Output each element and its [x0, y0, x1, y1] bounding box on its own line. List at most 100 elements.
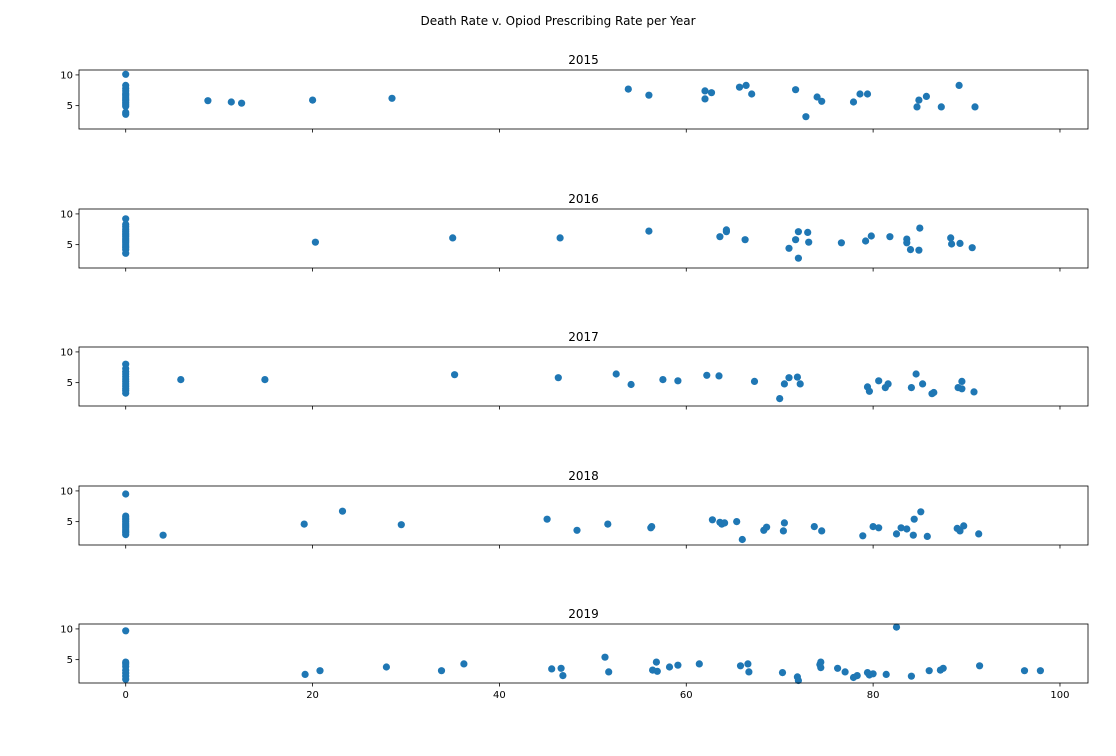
data-point	[703, 371, 711, 379]
y-tick-label: 5	[67, 101, 73, 112]
data-point	[736, 662, 745, 670]
data-point	[792, 236, 800, 244]
data-point	[204, 97, 212, 105]
data-point	[556, 234, 564, 242]
data-point	[919, 380, 927, 388]
x-tick-label: 60	[680, 690, 693, 701]
subplot-2016: 2016 5 10	[60, 192, 1089, 272]
data-point	[834, 664, 842, 672]
data-point	[793, 373, 802, 381]
data-point	[785, 244, 793, 252]
data-point	[955, 81, 963, 89]
data-point	[316, 667, 324, 675]
data-point	[460, 660, 468, 668]
data-point	[856, 90, 864, 98]
data-point	[818, 97, 826, 105]
figure-title: Death Rate v. Opiod Prescribing Rate per…	[420, 14, 695, 28]
data-point	[645, 91, 653, 99]
data-point	[261, 376, 269, 384]
y-tick-label: 5	[67, 378, 73, 389]
data-point	[882, 670, 890, 679]
data-point	[645, 227, 653, 235]
data-point	[810, 523, 818, 531]
data-point	[915, 96, 923, 104]
data-point	[970, 388, 978, 396]
data-point	[958, 385, 966, 393]
subplot-2018: 2018 5 10	[60, 469, 1089, 549]
data-point	[605, 668, 613, 676]
x-tick-label: 100	[1050, 690, 1069, 701]
data-point	[859, 532, 867, 540]
data-point	[909, 531, 917, 539]
y-tick-label: 5	[67, 655, 73, 666]
axes-frame	[78, 623, 1089, 684]
data-point	[543, 515, 551, 523]
data-point	[892, 623, 901, 631]
data-point	[708, 516, 717, 524]
data-point	[913, 103, 921, 111]
data-point	[930, 388, 938, 397]
data-point	[122, 627, 130, 635]
data-point	[956, 239, 964, 247]
data-point	[300, 520, 308, 528]
data-point	[601, 653, 609, 661]
data-point	[925, 667, 933, 675]
data-point	[122, 110, 130, 118]
data-point	[748, 90, 756, 98]
axes-frame	[78, 69, 1089, 130]
data-point	[875, 524, 883, 532]
x-tick-label: 80	[867, 690, 880, 701]
data-point	[338, 507, 347, 515]
data-point	[1036, 667, 1044, 675]
data-point	[976, 662, 984, 670]
data-point	[794, 254, 803, 262]
data-point	[388, 94, 396, 102]
subplot-title: 2016	[568, 192, 599, 206]
data-point	[796, 380, 804, 388]
subplot-title: 2018	[568, 469, 599, 483]
data-point	[715, 372, 723, 380]
subplot-title: 2015	[568, 53, 599, 67]
data-point	[947, 234, 955, 242]
x-tick-label: 0	[123, 690, 129, 701]
data-point	[227, 98, 235, 106]
data-point	[776, 395, 784, 403]
data-point	[674, 377, 682, 385]
data-point	[451, 371, 459, 379]
data-point	[122, 389, 130, 397]
data-point	[923, 532, 931, 541]
data-point	[907, 384, 916, 392]
subplot-2017: 2017 5 10	[60, 330, 1089, 410]
data-point	[837, 239, 846, 247]
data-point	[554, 374, 562, 382]
data-point	[382, 663, 390, 671]
data-point	[884, 380, 892, 388]
x-tick-label: 40	[493, 690, 506, 701]
data-point	[122, 249, 130, 257]
data-point	[238, 99, 246, 107]
data-point	[122, 215, 130, 223]
data-point	[903, 525, 911, 533]
axes-frame	[78, 208, 1089, 269]
data-point	[865, 387, 874, 395]
data-point	[763, 523, 771, 531]
data-point	[557, 664, 565, 672]
data-point	[907, 672, 916, 680]
data-point	[916, 224, 924, 232]
y-tick-label: 10	[60, 347, 73, 358]
subplot-title: 2017	[568, 330, 599, 344]
data-point	[122, 675, 130, 683]
data-point	[744, 660, 752, 668]
data-point	[721, 519, 729, 527]
data-point	[122, 70, 130, 78]
axes-frame	[78, 485, 1089, 546]
data-point	[624, 85, 632, 93]
data-point	[449, 234, 457, 242]
data-point	[779, 527, 788, 535]
data-point	[906, 246, 915, 254]
y-tick-label: 5	[67, 240, 73, 251]
data-point	[817, 658, 825, 666]
data-point	[722, 226, 731, 234]
data-point	[841, 668, 849, 676]
